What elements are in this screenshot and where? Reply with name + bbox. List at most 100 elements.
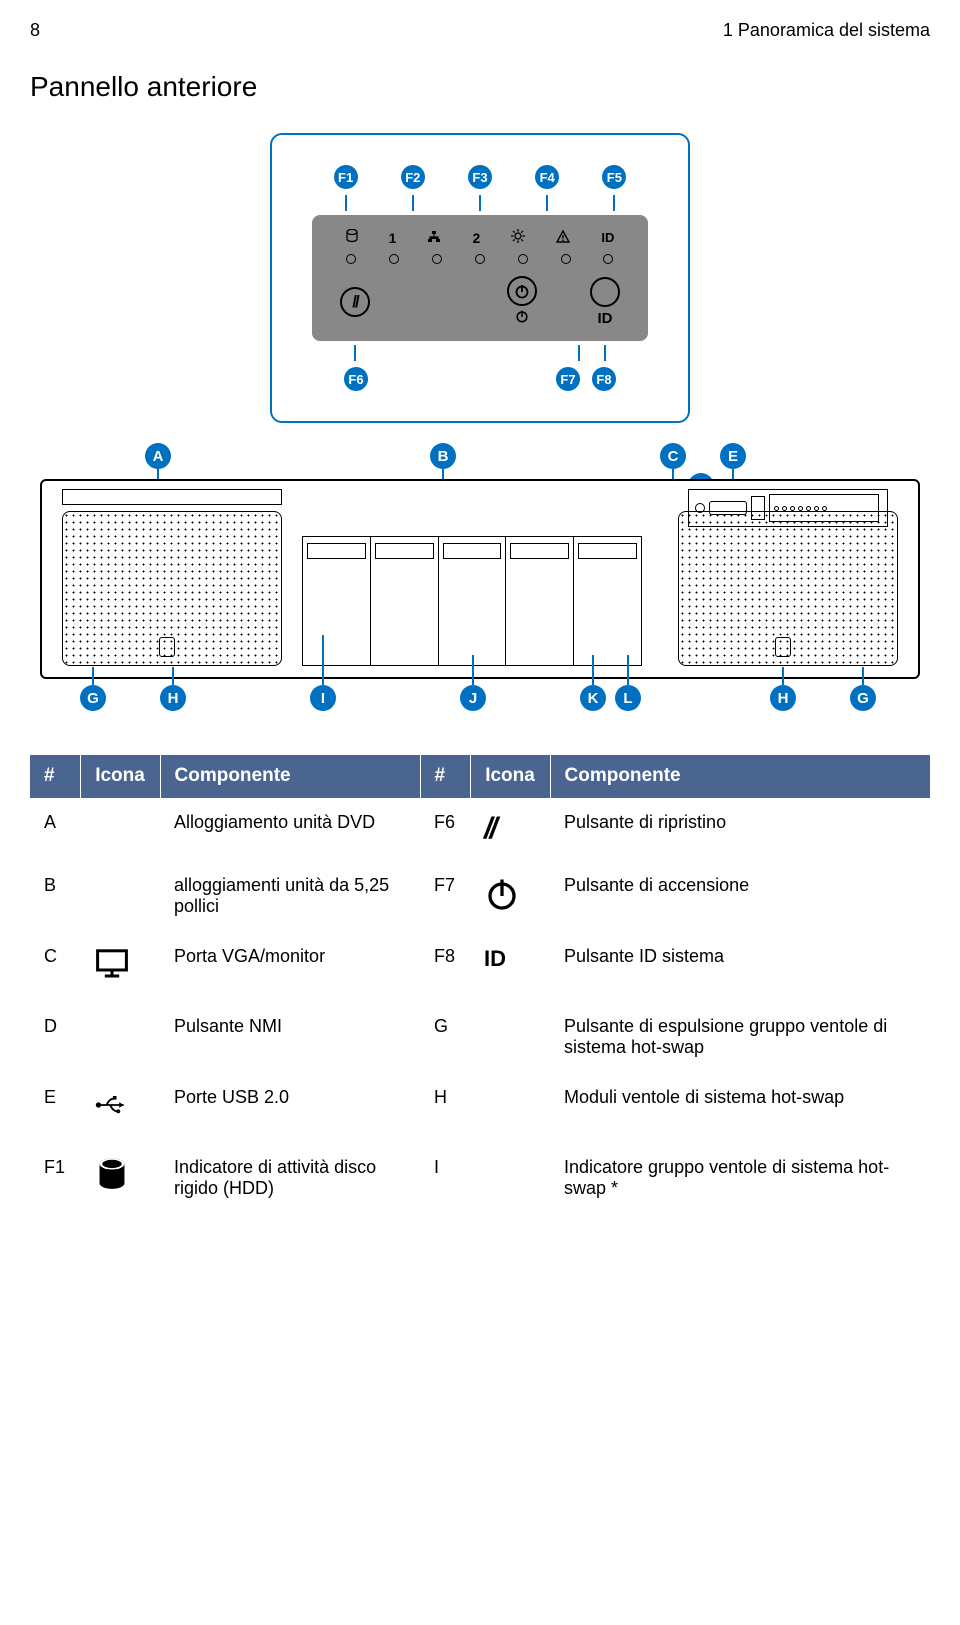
callout-g1: G bbox=[80, 685, 106, 711]
table-row: AAlloggiamento unità DVDF6//Pulsante di … bbox=[30, 798, 930, 861]
reset-button: // bbox=[340, 287, 370, 317]
table-row: F1Indicatore di attività disco rigido (H… bbox=[30, 1143, 930, 1214]
cell-hash1: D bbox=[30, 1002, 80, 1073]
chassis-bot-labels: G H I J K L H G bbox=[40, 685, 920, 715]
th-comp2: Componente bbox=[550, 755, 930, 798]
led-bot-labels: F6 F7 F8 bbox=[312, 367, 648, 391]
callout-l: L bbox=[615, 685, 641, 711]
cell-comp2: Pulsante ID sistema bbox=[550, 932, 930, 1002]
chapter-title: 1 Panoramica del sistema bbox=[723, 20, 930, 41]
bay-1 bbox=[303, 537, 371, 665]
cell-icon2: ID bbox=[470, 932, 550, 1002]
cell-comp2: Moduli ventole di sistema hot-swap bbox=[550, 1073, 930, 1143]
table-row: Balloggiamenti unità da 5,25 polliciF7 Pu… bbox=[30, 861, 930, 932]
callout-e: E bbox=[720, 443, 746, 469]
fan-grille-right bbox=[678, 511, 898, 666]
power-button bbox=[507, 276, 537, 327]
chassis-top-labels: A B C E D bbox=[40, 443, 920, 473]
callout-h1: H bbox=[160, 685, 186, 711]
callout-h2: H bbox=[770, 685, 796, 711]
cell-icon1 bbox=[80, 1002, 160, 1073]
callout-i: I bbox=[310, 685, 336, 711]
chassis-body bbox=[40, 479, 920, 679]
components-table: # Icona Componente # Icona Componente A A… bbox=[30, 755, 930, 1213]
table-row: E Porte USB 2.0H Moduli ventole di sistema… bbox=[30, 1073, 930, 1143]
led-dot-row bbox=[330, 254, 630, 264]
table-row: CPorta VGA/monitorF8IDPulsante ID sistem… bbox=[30, 932, 930, 1002]
cell-icon1 bbox=[80, 932, 160, 1002]
fan-grille-left bbox=[62, 511, 282, 666]
cell-comp1: Indicatore di attività disco rigido (HDD… bbox=[160, 1143, 420, 1214]
cell-hash2: G bbox=[420, 1002, 470, 1073]
led-top-labels: F1 F2 F3 F4 F5 bbox=[312, 165, 648, 189]
cell-comp1: alloggiamenti unità da 5,25 pollici bbox=[160, 861, 420, 932]
page-header: 8 1 Panoramica del sistema bbox=[30, 20, 930, 41]
led-panel-callout: F1 F2 F3 F4 F5 1 2 ID bbox=[270, 133, 690, 423]
cell-comp2: Pulsante di espulsione gruppo ventole di… bbox=[550, 1002, 930, 1073]
callout-f1: F1 bbox=[334, 165, 358, 189]
callout-f8: F8 bbox=[592, 367, 616, 391]
cell-comp1: Porta VGA/monitor bbox=[160, 932, 420, 1002]
dvd-bay bbox=[62, 489, 282, 505]
led-top-lines bbox=[312, 195, 648, 211]
drive-bays bbox=[302, 536, 642, 666]
section-title: Pannello anteriore bbox=[30, 71, 930, 103]
id-button: ID bbox=[590, 277, 620, 327]
cell-hash1: E bbox=[30, 1073, 80, 1143]
callout-f3: F3 bbox=[468, 165, 492, 189]
cell-icon1 bbox=[80, 1073, 160, 1143]
callout-f6: F6 bbox=[344, 367, 368, 391]
callout-j: J bbox=[460, 685, 486, 711]
cell-icon2: // bbox=[470, 798, 550, 861]
callout-k: K bbox=[580, 685, 606, 711]
led-button-row: // ID bbox=[330, 276, 630, 327]
disk-icon bbox=[346, 229, 358, 246]
callout-f5: F5 bbox=[602, 165, 626, 189]
th-icon2: Icona bbox=[470, 755, 550, 798]
cell-hash2: F7 bbox=[420, 861, 470, 932]
led-bot-lines bbox=[312, 345, 648, 361]
callout-a: A bbox=[145, 443, 171, 469]
bay-3 bbox=[439, 537, 507, 665]
cell-hash2: F8 bbox=[420, 932, 470, 1002]
net-icon bbox=[427, 230, 441, 246]
led-id-label: ID bbox=[601, 230, 614, 245]
cell-icon1 bbox=[80, 798, 160, 861]
cell-comp2: Indicatore gruppo ventole di sistema hot… bbox=[550, 1143, 930, 1214]
table-row: D Pulsante NMIG Pulsante di espulsione gru… bbox=[30, 1002, 930, 1073]
cell-comp2: Pulsante di ripristino bbox=[550, 798, 930, 861]
callout-c: C bbox=[660, 443, 686, 469]
cell-comp1: Alloggiamento unità DVD bbox=[160, 798, 420, 861]
cell-comp1: Porte USB 2.0 bbox=[160, 1073, 420, 1143]
th-hash1: # bbox=[30, 755, 80, 798]
callout-g2: G bbox=[850, 685, 876, 711]
bay-2 bbox=[371, 537, 439, 665]
sun-icon bbox=[511, 229, 525, 246]
callout-b: B bbox=[430, 443, 456, 469]
cell-icon2 bbox=[470, 1073, 550, 1143]
cell-icon1 bbox=[80, 861, 160, 932]
power-icon-label bbox=[507, 309, 537, 327]
cell-hash2: I bbox=[420, 1143, 470, 1214]
cell-icon1 bbox=[80, 1143, 160, 1214]
th-icon1: Icona bbox=[80, 755, 160, 798]
warn-icon bbox=[556, 230, 570, 246]
cell-icon2 bbox=[470, 1002, 550, 1073]
cell-hash1: A bbox=[30, 798, 80, 861]
callout-f4: F4 bbox=[535, 165, 559, 189]
table-body: AAlloggiamento unità DVDF6//Pulsante di … bbox=[30, 798, 930, 1214]
bay-4 bbox=[506, 537, 574, 665]
cell-comp2: Pulsante di accensione bbox=[550, 861, 930, 932]
callout-f2: F2 bbox=[401, 165, 425, 189]
led-icon-row: 1 2 ID bbox=[330, 229, 630, 246]
table-header: # Icona Componente # Icona Componente bbox=[30, 755, 930, 798]
cell-comp1: Pulsante NMI bbox=[160, 1002, 420, 1073]
chassis-diagram: A B C E D bbox=[40, 443, 920, 715]
cell-hash1: B bbox=[30, 861, 80, 932]
th-comp1: Componente bbox=[160, 755, 420, 798]
cell-icon2 bbox=[470, 861, 550, 932]
cell-hash2: H bbox=[420, 1073, 470, 1143]
led-lbl-2: 2 bbox=[472, 230, 480, 246]
led-lbl-1: 1 bbox=[389, 230, 397, 246]
callout-f7: F7 bbox=[556, 367, 580, 391]
